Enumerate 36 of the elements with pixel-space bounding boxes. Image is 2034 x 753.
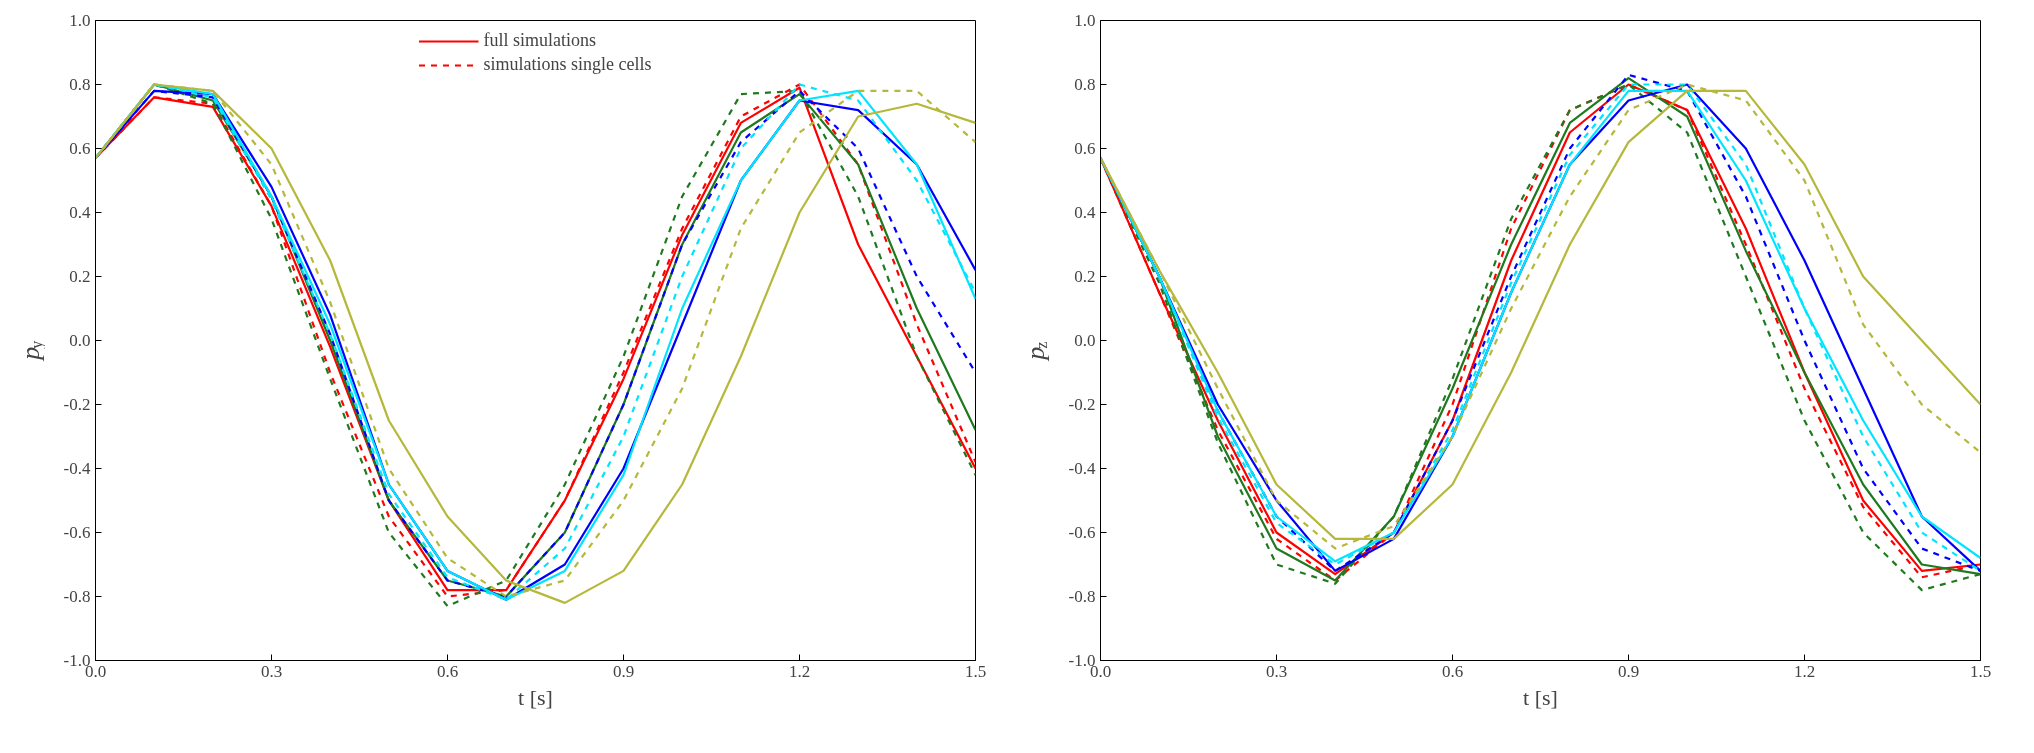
x-tick-label: 1.2 bbox=[788, 661, 811, 681]
y-tick-label: -0.2 bbox=[63, 395, 91, 414]
y-tick-label: -0.8 bbox=[63, 587, 91, 606]
y-tick-label: 0.8 bbox=[1074, 75, 1096, 94]
y-tick-label: 0.0 bbox=[69, 331, 91, 350]
y-tick-label: 0.0 bbox=[1074, 331, 1096, 350]
y-tick-label: 0.4 bbox=[69, 203, 91, 222]
x-tick-label: 0.3 bbox=[1265, 661, 1288, 681]
y-axis-title: pz bbox=[1021, 341, 1050, 362]
y-tick-label: -0.4 bbox=[63, 459, 91, 478]
x-tick-label: 1.2 bbox=[1793, 661, 1816, 681]
y-tick-label: 0.8 bbox=[69, 75, 91, 94]
x-tick-label: 0.6 bbox=[1441, 661, 1464, 681]
legend-label: full simulations bbox=[483, 30, 596, 51]
x-tick-label: 0.6 bbox=[436, 661, 459, 681]
y-tick-label: 0.4 bbox=[1074, 203, 1096, 222]
x-tick-label: 1.5 bbox=[964, 661, 987, 681]
x-tick-label: 0.3 bbox=[260, 661, 283, 681]
y-tick-label: 0.6 bbox=[69, 139, 91, 158]
x-axis-title: t [s] bbox=[518, 684, 553, 710]
y-tick-label: 0.2 bbox=[1074, 267, 1096, 286]
x-axis-title: t [s] bbox=[1523, 684, 1558, 710]
x-tick-label: 0.9 bbox=[1617, 661, 1640, 681]
y-tick-label: 0.2 bbox=[69, 267, 91, 286]
legend-label: simulations single cells bbox=[483, 54, 652, 75]
y-tick-label: -0.6 bbox=[63, 523, 91, 542]
x-tick-label: 0.9 bbox=[612, 661, 635, 681]
x-tick-label: 1.5 bbox=[1969, 661, 1992, 681]
y-tick-label: 1.0 bbox=[1074, 11, 1096, 30]
y-axis-title: py bbox=[16, 340, 46, 362]
y-tick-label: 0.6 bbox=[1074, 139, 1096, 158]
y-tick-label: -0.8 bbox=[1068, 587, 1096, 606]
y-tick-label: -0.6 bbox=[1068, 523, 1096, 542]
y-tick-label: 1.0 bbox=[69, 11, 91, 30]
y-tick-label: -0.4 bbox=[1068, 459, 1096, 478]
y-tick-label: -0.2 bbox=[1068, 395, 1096, 414]
